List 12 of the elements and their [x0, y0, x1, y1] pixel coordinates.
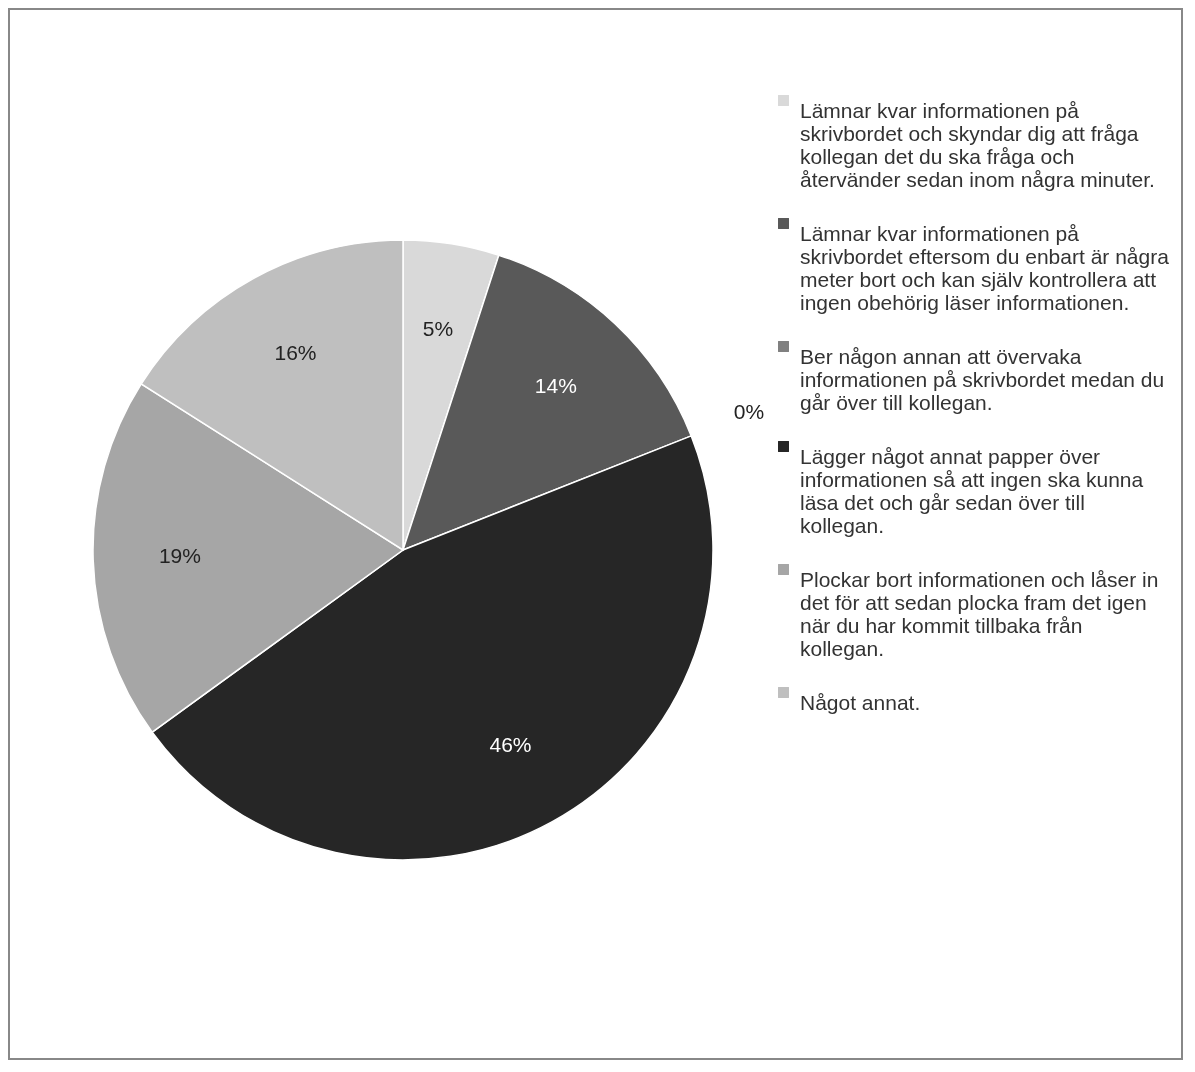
legend-label: Lämnar kvar informationen på skrivbordet eftersom du enbart är några meter bort och kan själv kontrollera att ingen obehörig läser informationen.	[800, 221, 1170, 314]
text: 0%	[733, 400, 765, 424]
legend-label: Lägger något annat papper över informationen så att ingen ska kunna läsa det och går sedan över till kollegan.	[800, 444, 1144, 537]
data-label: 19%	[158, 544, 201, 568]
legend-label: Ber någon annan att övervaka informationen på skrivbordet medan du går över till kollegan.	[800, 344, 1165, 414]
legend-label: Något annat.	[800, 690, 921, 714]
data-label: 16%	[274, 341, 317, 365]
data-label: 14%	[534, 374, 577, 398]
legend-label: Plockar bort informationen och låser in det för att sedan plocka fram det igen när du har kommit tillbaka från kollegan.	[800, 567, 1159, 660]
legend-label: Lämnar kvar informationen på skrivbordet och skyndar dig att fråga kollegan det du ska fråga och återvänder sedan inom några minuter.	[800, 98, 1155, 191]
data-label: 46%	[489, 732, 532, 756]
data-label: 5%	[422, 316, 454, 340]
